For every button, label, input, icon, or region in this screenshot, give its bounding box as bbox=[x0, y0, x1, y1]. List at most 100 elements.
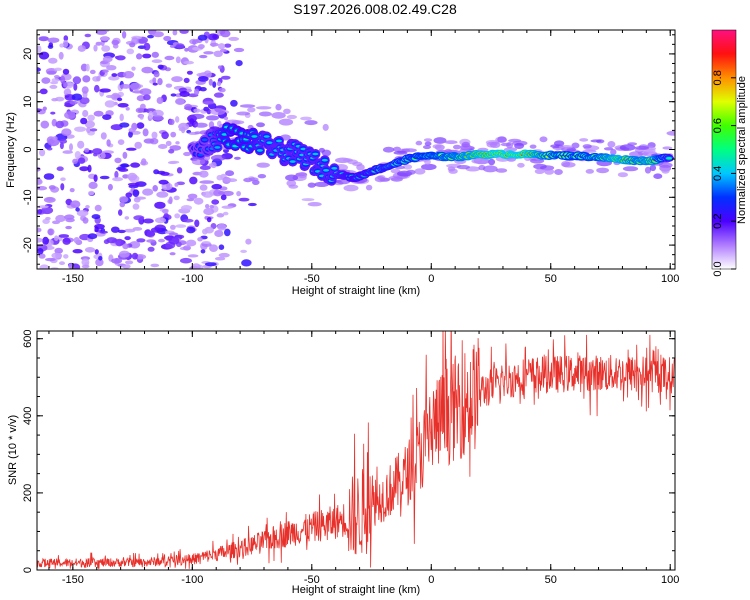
spectrogram-noise-blob bbox=[148, 111, 154, 119]
spectrogram-noise-blob bbox=[147, 246, 155, 252]
spectrogram-halo-blob bbox=[421, 163, 437, 171]
spectrogram-noise-blob bbox=[84, 148, 90, 153]
spectrogram-noise-blob bbox=[46, 147, 53, 151]
spectrogram-noise-blob bbox=[151, 131, 158, 139]
spectrogram-noise-blob bbox=[169, 44, 176, 48]
spectrogram-noise-blob bbox=[199, 87, 207, 92]
spectrogram-halo-blob bbox=[534, 168, 545, 174]
spectrogram-halo-blob bbox=[433, 137, 447, 144]
spectrogram-noise-blob bbox=[205, 204, 210, 209]
spectrogram-halo-blob bbox=[590, 139, 602, 143]
spectrogram-noise-blob bbox=[186, 70, 193, 75]
spectrogram-noise-blob bbox=[209, 42, 219, 47]
spectrogram-noise-blob bbox=[175, 56, 181, 64]
spectrogram-noise-blob bbox=[193, 108, 201, 113]
spectrogram-noise-blob bbox=[213, 50, 223, 57]
spectrogram-noise-blob bbox=[230, 99, 238, 107]
spectrogram-ridge-core bbox=[276, 139, 282, 143]
spectrogram-noise-blob bbox=[224, 43, 232, 48]
spectrogram-halo-blob bbox=[382, 146, 395, 153]
spectrogram-noise-blob bbox=[119, 122, 130, 128]
spectrogram-noise-blob bbox=[82, 217, 89, 224]
spectrogram-noise-blob bbox=[37, 227, 42, 233]
spectrogram-halo-blob bbox=[619, 144, 636, 151]
spectrogram-noise-blob bbox=[224, 228, 231, 237]
spectrogram-noise-blob bbox=[134, 141, 142, 149]
spectrogram-halo-blob bbox=[529, 144, 537, 149]
spectrogram-noise-blob bbox=[176, 181, 186, 186]
spectrogram-noise-blob bbox=[193, 197, 204, 205]
spectrogram-halo-blob bbox=[432, 144, 442, 149]
spectrogram-noise-blob bbox=[102, 69, 109, 73]
spectrogram-noise-blob bbox=[248, 202, 257, 207]
y-tick-label: 20 bbox=[22, 48, 34, 60]
spectrogram-noise-blob bbox=[59, 43, 65, 48]
spectrogram-halo-blob bbox=[191, 158, 206, 166]
spectrogram-noise-blob bbox=[139, 88, 152, 96]
spectrogram-noise-blob bbox=[175, 43, 185, 49]
spectrogram-noise-blob bbox=[197, 237, 203, 242]
spectrogram-noise-blob bbox=[48, 185, 56, 190]
spectrogram-halo-blob bbox=[236, 111, 251, 116]
y-tick-label: 0 bbox=[22, 146, 34, 152]
spectrogram-noise-blob bbox=[158, 179, 169, 185]
x-tick-label: 50 bbox=[545, 574, 557, 586]
spectrogram-noise-blob bbox=[184, 47, 189, 52]
spectrogram-halo-blob bbox=[517, 162, 525, 168]
spectrogram-noise-blob bbox=[80, 117, 88, 125]
spectrogram-noise-blob bbox=[164, 55, 175, 61]
spectrogram-noise-blob bbox=[196, 72, 206, 77]
spectrogram-noise-blob bbox=[45, 216, 51, 221]
spectrogram-noise-blob bbox=[101, 45, 111, 52]
spectrogram-halo-blob bbox=[610, 148, 617, 156]
spectrogram-halo-blob bbox=[275, 103, 282, 111]
spectrogram-noise-blob bbox=[170, 224, 176, 230]
spectrogram-noise-blob bbox=[130, 162, 141, 168]
spectrogram-noise-blob bbox=[59, 139, 68, 144]
spectrogram-noise-blob bbox=[151, 59, 163, 64]
spectrogram-noise-blob bbox=[52, 136, 58, 141]
spectrogram-noise-blob bbox=[54, 75, 60, 79]
spectrogram-noise-blob bbox=[114, 170, 119, 179]
spectrogram-noise-blob bbox=[218, 252, 230, 258]
spectrogram-ridge-core bbox=[263, 135, 270, 138]
spectrogram-noise-blob bbox=[176, 167, 183, 174]
spectrogram-noise-blob bbox=[119, 196, 129, 203]
spectrogram-noise-blob bbox=[37, 186, 48, 191]
spectrogram-noise-blob bbox=[152, 77, 157, 84]
spectrogram-halo-blob bbox=[256, 122, 265, 128]
spectrogram-halo-blob bbox=[285, 174, 299, 181]
spectrogram-noise-blob bbox=[151, 51, 159, 58]
spectrogram-noise-blob bbox=[107, 183, 113, 191]
spectrogram-noise-blob bbox=[43, 196, 56, 203]
spectrogram-noise-blob bbox=[118, 168, 129, 172]
colorbar-label: Normalized spectral amplitude bbox=[736, 76, 748, 224]
spectrogram-noise-blob bbox=[137, 255, 144, 260]
spectrogram-halo-blob bbox=[423, 138, 433, 142]
spectrogram-noise-blob bbox=[69, 100, 78, 105]
spectrogram-halo-blob bbox=[643, 148, 656, 154]
spectrogram-noise-blob bbox=[208, 78, 213, 86]
spectrogram-noise-blob bbox=[124, 228, 136, 233]
spectrogram-noise-blob bbox=[172, 30, 178, 36]
spectrogram-noise-blob bbox=[170, 131, 177, 138]
spectrogram-noise-blob bbox=[182, 218, 194, 223]
spectrogram-noise-blob bbox=[38, 253, 46, 259]
spectrogram-noise-blob bbox=[39, 88, 48, 95]
spectrogram-halo-blob bbox=[393, 151, 408, 155]
spectrogram-halo-blob bbox=[258, 111, 272, 117]
spectrogram-noise-blob bbox=[62, 150, 73, 154]
spectrogram-halo-blob bbox=[225, 170, 235, 177]
spectrogram-noise-blob bbox=[185, 239, 197, 247]
spectrogram-halo-blob bbox=[461, 141, 470, 148]
spectrogram-noise-blob bbox=[206, 108, 212, 115]
spectrogram-noise-blob bbox=[93, 153, 98, 157]
spectrogram-noise-blob bbox=[168, 149, 175, 154]
spectrogram-halo-blob bbox=[210, 154, 226, 161]
spectrogram-noise-blob bbox=[147, 34, 154, 39]
spectrogram-noise-blob bbox=[123, 71, 135, 79]
spectrogram-noise-blob bbox=[152, 82, 158, 86]
spectrogram-noise-blob bbox=[217, 223, 227, 231]
